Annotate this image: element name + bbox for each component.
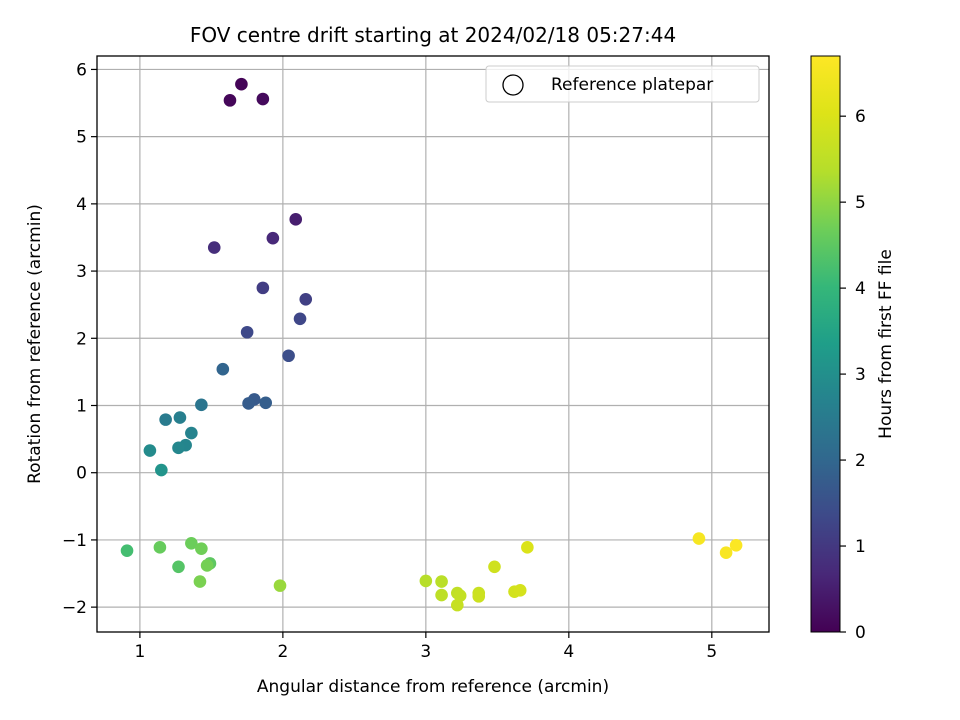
- data-point: [195, 542, 208, 555]
- colorbar-tick-label: 3: [855, 365, 866, 385]
- colorbar-ticks: 0 1 2 3 4 5 6: [840, 107, 866, 643]
- y-axis-label: Rotation from reference (arcmin): [25, 204, 45, 484]
- data-points: [120, 77, 743, 612]
- data-point: [153, 541, 167, 554]
- data-point: [419, 574, 433, 588]
- plot-frame: [96, 55, 770, 633]
- data-point: [451, 598, 464, 612]
- data-point: [185, 536, 198, 550]
- data-point: [256, 281, 270, 295]
- colorbar-tick-label: 6: [855, 107, 866, 127]
- data-point: [216, 362, 230, 376]
- data-point: [240, 325, 254, 339]
- data-point: [282, 349, 295, 363]
- data-point: [273, 579, 287, 592]
- y-axis-ticks: −2 −1 0 1 2 3 4 5 6: [62, 60, 97, 618]
- data-point: [193, 575, 207, 588]
- legend-entry-reference-platepar: Reference platepar: [551, 75, 713, 95]
- colorbar: 0 1 2 3 4 5 6 Hours from first FF file: [810, 55, 896, 643]
- data-point: [299, 293, 313, 306]
- y-tick-label: 2: [76, 329, 87, 349]
- data-point: [120, 544, 134, 557]
- colorbar-tick-label: 1: [855, 537, 866, 557]
- data-point: [256, 92, 270, 106]
- x-tick-label: 1: [134, 642, 145, 662]
- data-point: [293, 312, 307, 326]
- legend: Reference platepar: [485, 65, 760, 103]
- data-point: [513, 584, 527, 597]
- y-tick-label: −2: [62, 598, 87, 618]
- data-point: [472, 590, 486, 603]
- y-tick-label: 0: [76, 464, 87, 484]
- data-point: [200, 559, 214, 572]
- data-point: [259, 396, 273, 410]
- data-point: [223, 94, 237, 107]
- colorbar-tick-label: 5: [855, 193, 866, 213]
- data-point: [488, 560, 501, 574]
- data-point: [719, 546, 733, 559]
- y-tick-label: 3: [76, 262, 87, 282]
- x-tick-label: 2: [277, 642, 288, 662]
- y-tick-label: 4: [76, 195, 87, 215]
- colorbar-gradient: [810, 55, 841, 633]
- y-tick-label: 5: [76, 128, 87, 148]
- y-tick-label: 1: [76, 396, 87, 416]
- data-point: [729, 538, 743, 552]
- data-point: [185, 426, 198, 440]
- x-axis-label: Angular distance from reference (arcmin): [257, 677, 609, 697]
- data-point: [692, 532, 706, 545]
- data-point: [173, 411, 187, 424]
- x-tick-label: 3: [420, 642, 431, 662]
- data-point: [242, 397, 255, 410]
- data-point: [266, 231, 280, 245]
- data-point: [172, 560, 185, 574]
- data-point: [235, 77, 248, 91]
- legend-marker-hollow-circle: [502, 74, 524, 96]
- colorbar-label: Hours from first FF file: [876, 249, 896, 439]
- x-axis-ticks: 1 2 3 4 5: [134, 632, 717, 662]
- data-point: [155, 463, 168, 477]
- legend-box: [485, 65, 760, 103]
- colorbar-tick-label: 2: [855, 451, 866, 471]
- y-tick-label: 6: [76, 60, 87, 80]
- data-point: [195, 398, 208, 412]
- data-point: [159, 413, 172, 426]
- data-point: [435, 588, 448, 602]
- data-point: [143, 444, 157, 457]
- data-point: [289, 213, 303, 226]
- colorbar-tick-label: 0: [855, 623, 866, 643]
- data-point: [435, 575, 448, 588]
- x-tick-label: 4: [563, 642, 574, 662]
- data-point: [207, 241, 221, 254]
- data-point: [172, 441, 185, 455]
- colorbar-tick-label: 4: [855, 279, 866, 299]
- x-tick-label: 5: [706, 642, 717, 662]
- data-point: [521, 541, 534, 554]
- chart-title: FOV centre drift starting at 2024/02/18 …: [190, 23, 676, 47]
- y-tick-label: −1: [62, 531, 87, 551]
